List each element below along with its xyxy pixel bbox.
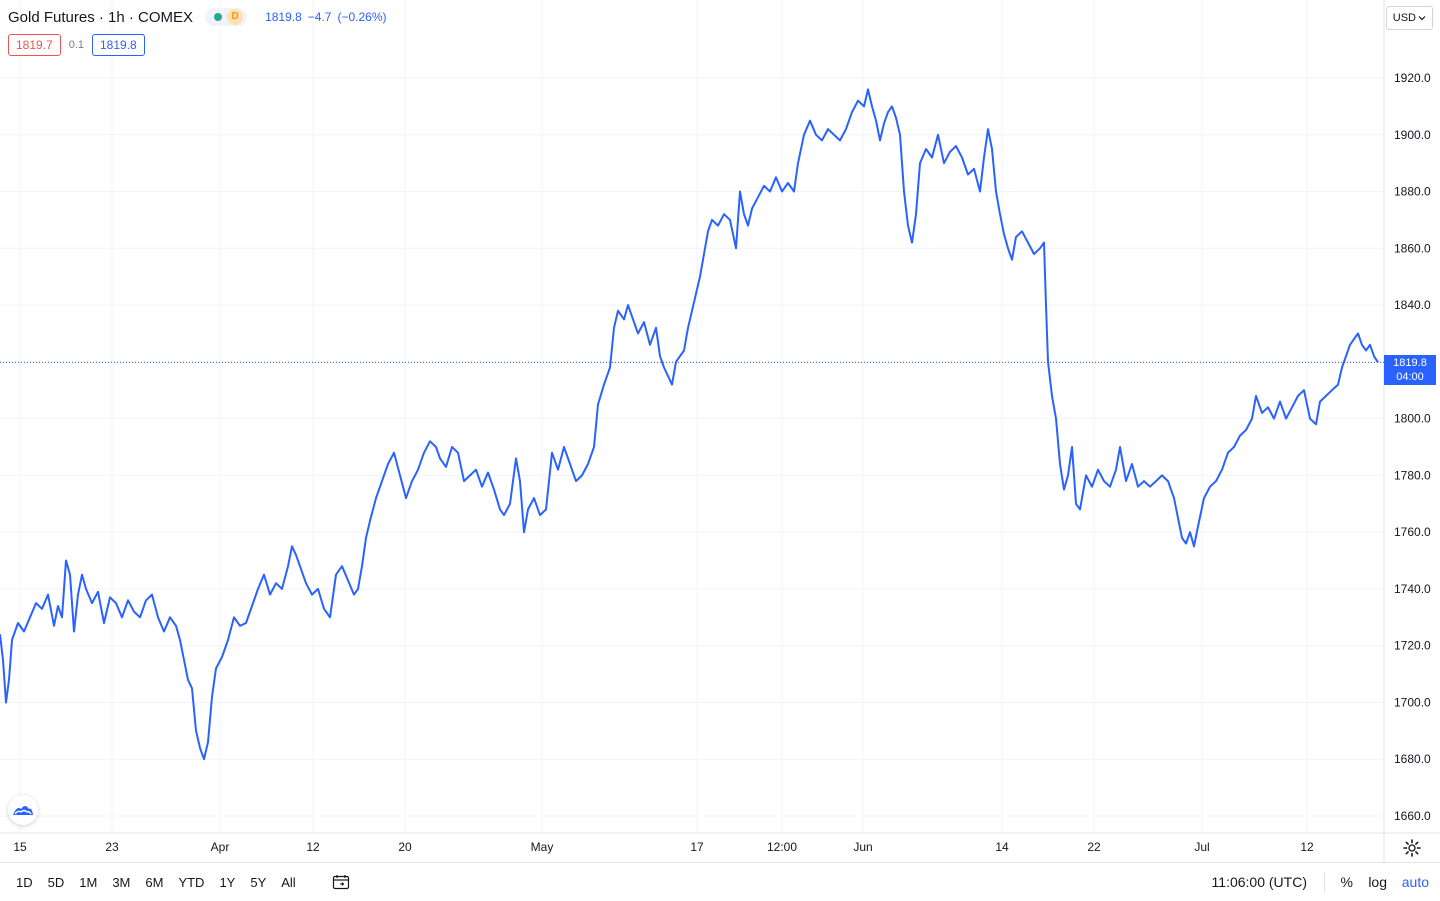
range-6m-button[interactable]: 6M — [145, 874, 164, 890]
date-range-buttons: 1D 5D 1M 3M 6M YTD 1Y 5Y All — [10, 875, 302, 890]
calendar-icon — [332, 875, 349, 890]
legend-last: 1819.8 — [265, 10, 302, 24]
delayed-data-badge[interactable]: D — [227, 9, 244, 25]
price-axis-label: 1760.0 — [1394, 525, 1431, 539]
price-axis-label: 1720.0 — [1394, 639, 1431, 653]
range-5d-button[interactable]: 5D — [47, 874, 65, 890]
price-axis-label: 1740.0 — [1394, 582, 1431, 596]
time-axis-label: 23 — [105, 840, 119, 854]
time-axis-label: 22 — [1087, 840, 1101, 854]
toolbar-divider — [1324, 872, 1325, 892]
go-to-date-button[interactable] — [332, 873, 350, 891]
settings-gear-icon[interactable] — [1402, 838, 1422, 858]
auto-scale-button[interactable]: auto — [1401, 874, 1429, 890]
currency-select[interactable]: USD — [1385, 6, 1433, 30]
range-ytd-button[interactable]: YTD — [178, 874, 205, 890]
log-scale-button[interactable]: log — [1368, 874, 1387, 890]
legend-change: −4.7 — [307, 10, 332, 24]
range-all-button[interactable]: All — [281, 874, 296, 890]
range-5y-button[interactable]: 5Y — [250, 874, 267, 890]
range-1y-button[interactable]: 1Y — [219, 874, 236, 890]
tradingview-logo-button[interactable] — [8, 795, 38, 825]
time-axis-label: Jul — [1194, 840, 1209, 854]
market-open-icon — [214, 13, 223, 21]
chevron-down-icon — [1418, 16, 1426, 21]
price-axis-label: 1900.0 — [1394, 128, 1431, 142]
legend-values: 1819.8 −4.7 (−0.26%) — [265, 10, 386, 24]
legend-change-pct: (−0.26%) — [337, 10, 387, 24]
bottom-toolbar: 1D 5D 1M 3M 6M YTD 1Y 5Y All 11:06:00 (U… — [0, 862, 1440, 901]
price-axis-label: 1880.0 — [1394, 185, 1431, 199]
time-axis-label: Jun — [853, 840, 872, 854]
trade-buttons: 1819.7 0.1 1819.8 — [8, 34, 145, 56]
price-chart[interactable]: 1660.0 1680.0 1700.0 1720.0 1740.0 1760.0 1780… — [0, 0, 1440, 862]
range-1d-button[interactable]: 1D — [16, 874, 33, 890]
time-axis-label: 14 — [995, 840, 1009, 854]
percent-scale-button[interactable]: % — [1340, 874, 1353, 890]
last-price-label: 1819.8 04:00 — [1384, 355, 1436, 385]
time-axis-label: 15 — [13, 840, 27, 854]
bar-countdown: 04:00 — [1396, 371, 1424, 383]
price-axis-label: 1800.0 — [1394, 412, 1431, 426]
price-axis-label: 1920.0 — [1394, 71, 1431, 85]
time-axis-label: 20 — [398, 840, 412, 854]
chart-legend: Gold Futures · 1h · COMEX D 1819.8 −4.7 … — [8, 6, 387, 28]
spread-value: 0.1 — [68, 39, 84, 51]
range-1m-button[interactable]: 1M — [79, 874, 98, 890]
tradingview-logo-icon — [13, 806, 33, 815]
price-axis-label: 1700.0 — [1394, 695, 1431, 709]
buy-button[interactable]: 1819.8 — [92, 34, 145, 56]
price-series-line[interactable] — [0, 88, 1379, 761]
last-price-value: 1819.8 — [1393, 357, 1427, 369]
sell-button[interactable]: 1819.7 — [8, 34, 61, 56]
price-axis-label: 1780.0 — [1394, 468, 1431, 482]
price-axis-label: 1860.0 — [1394, 241, 1431, 255]
time-axis-label: 12 — [1300, 840, 1314, 854]
time-axis-label: 12 — [306, 840, 320, 854]
time-axis-label: Apr — [211, 840, 230, 854]
time-axis-label: May — [531, 840, 554, 854]
price-axis-label: 1680.0 — [1394, 752, 1431, 766]
symbol-title[interactable]: Gold Futures · 1h · COMEX — [8, 8, 194, 26]
price-axis-label: 1660.0 — [1394, 809, 1431, 823]
time-axis-label: 12:00 — [767, 840, 797, 854]
currency-label: USD — [1392, 12, 1416, 24]
range-3m-button[interactable]: 3M — [112, 874, 131, 890]
clock-readout[interactable]: 11:06:00 (UTC) — [1211, 874, 1307, 890]
time-axis-label: 17 — [690, 840, 704, 854]
market-status[interactable]: D — [205, 8, 248, 26]
price-axis-label: 1840.0 — [1394, 298, 1431, 312]
